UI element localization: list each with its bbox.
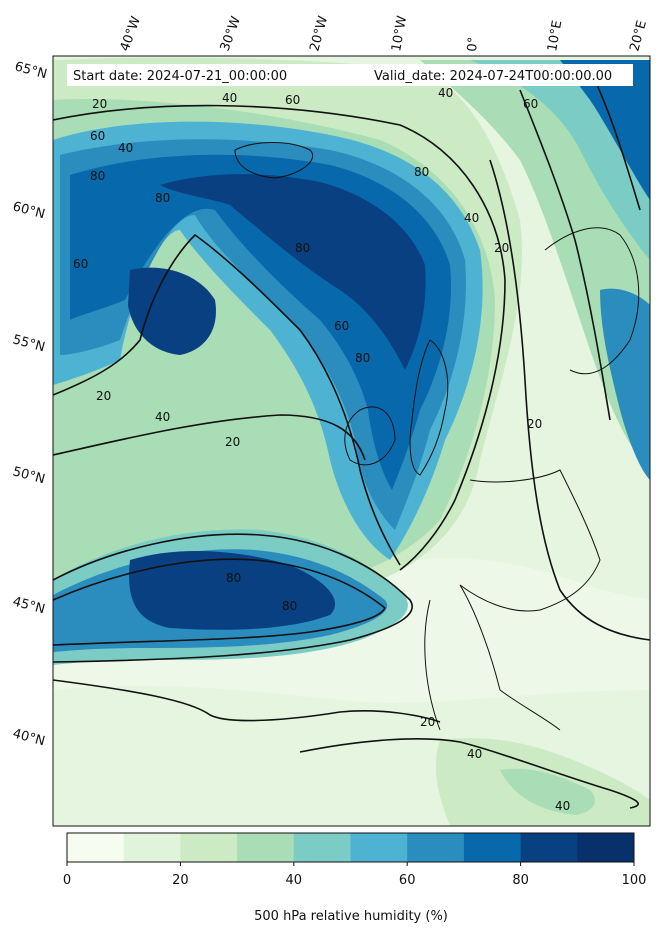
colorbar-swatch: [350, 833, 408, 862]
lon-label: 30°W: [218, 14, 244, 53]
contour-label: 80: [295, 241, 310, 255]
colorbar-frame: [66, 832, 635, 863]
lat-label: 65°N: [13, 59, 49, 82]
colorbar-tick-label: 80: [512, 873, 529, 888]
colorbar-swatch: [407, 833, 465, 862]
latitude-labels: 65°N 60°N 55°N 50°N 45°N 40°N: [11, 59, 49, 749]
contour-label: 40: [464, 211, 479, 225]
colorbar-tick-label: 0: [63, 873, 71, 888]
contour-label: 60: [523, 97, 538, 111]
contour-label: 80: [226, 571, 241, 585]
map-frame: [52, 55, 651, 827]
contour-label: 20: [494, 241, 509, 255]
colorbar-swatch: [520, 833, 578, 862]
colorbar: 0 20 40 60 80 100 500 hPa relative humidity (…: [63, 832, 647, 924]
colorbar-ticks: 0 20 40 60 80 100: [63, 862, 647, 888]
colorbar-swatch: [293, 833, 351, 862]
lon-label: 20°E: [627, 19, 650, 53]
lon-label: 10°W: [389, 15, 410, 53]
lat-label: 40°N: [11, 726, 47, 749]
colorbar-swatch: [463, 833, 522, 862]
contour-label: 60: [285, 93, 300, 107]
colorbar-swatch: [577, 833, 635, 862]
valid-date-label: Valid_date: 2024-07-24T00:00:00.00: [374, 69, 612, 84]
contour-label: 40: [467, 747, 482, 761]
contour-label: 80: [155, 191, 170, 205]
contour-label: 40: [155, 410, 170, 424]
colorbar-title: 500 hPa relative humidity (%): [254, 909, 448, 924]
contour-label: 60: [73, 257, 88, 271]
contour-label: 40: [555, 799, 570, 813]
colorbar-tick-label: 20: [172, 873, 189, 888]
contour-label: 40: [438, 86, 453, 100]
info-banner: [67, 64, 633, 86]
lon-label: 40°W: [118, 14, 144, 53]
lat-label: 60°N: [11, 199, 47, 222]
contour-label: 20: [527, 417, 542, 431]
contour-label: 60: [334, 319, 349, 333]
colorbar-swatch: [180, 833, 238, 862]
contour-labels: 20 40 60 80 40 80 60 60 40 20 80 60 80 4…: [73, 86, 570, 813]
contour-label: 20: [92, 97, 107, 111]
lat-label: 50°N: [11, 464, 47, 487]
contour-label: 60: [90, 129, 105, 143]
humidity-map: 20 40 60 80 40 80 60 60 40 20 80 60 80 4…: [53, 56, 650, 826]
lat-label: 55°N: [11, 332, 47, 355]
contour-label: 80: [355, 351, 370, 365]
contour-label: 80: [90, 169, 105, 183]
colorbar-swatches: [67, 833, 635, 862]
contour-label: 20: [96, 389, 111, 403]
contour-label: 40: [118, 141, 133, 155]
colorbar-swatch: [237, 833, 295, 862]
lon-label: 10°E: [545, 19, 565, 52]
longitude-labels: 40°W 30°W 20°W 10°W 0° 10°E 20°E: [118, 14, 650, 53]
colorbar-tick-label: 40: [286, 873, 303, 888]
contour-label: 40: [222, 91, 237, 105]
colorbar-tick-label: 100: [622, 873, 647, 888]
contour-label: 80: [414, 165, 429, 179]
start-date-label: Start date: 2024-07-21_00:00:00: [73, 69, 287, 84]
contour-label: 20: [225, 435, 240, 449]
contour-label: 20: [420, 715, 435, 729]
lon-label: 20°W: [307, 14, 331, 53]
lat-label: 45°N: [11, 594, 47, 617]
lon-label: 0°: [465, 36, 481, 52]
colorbar-swatch: [123, 833, 181, 862]
colorbar-swatch: [67, 833, 125, 862]
contour-label: 80: [282, 599, 297, 613]
colorbar-tick-label: 60: [399, 873, 416, 888]
